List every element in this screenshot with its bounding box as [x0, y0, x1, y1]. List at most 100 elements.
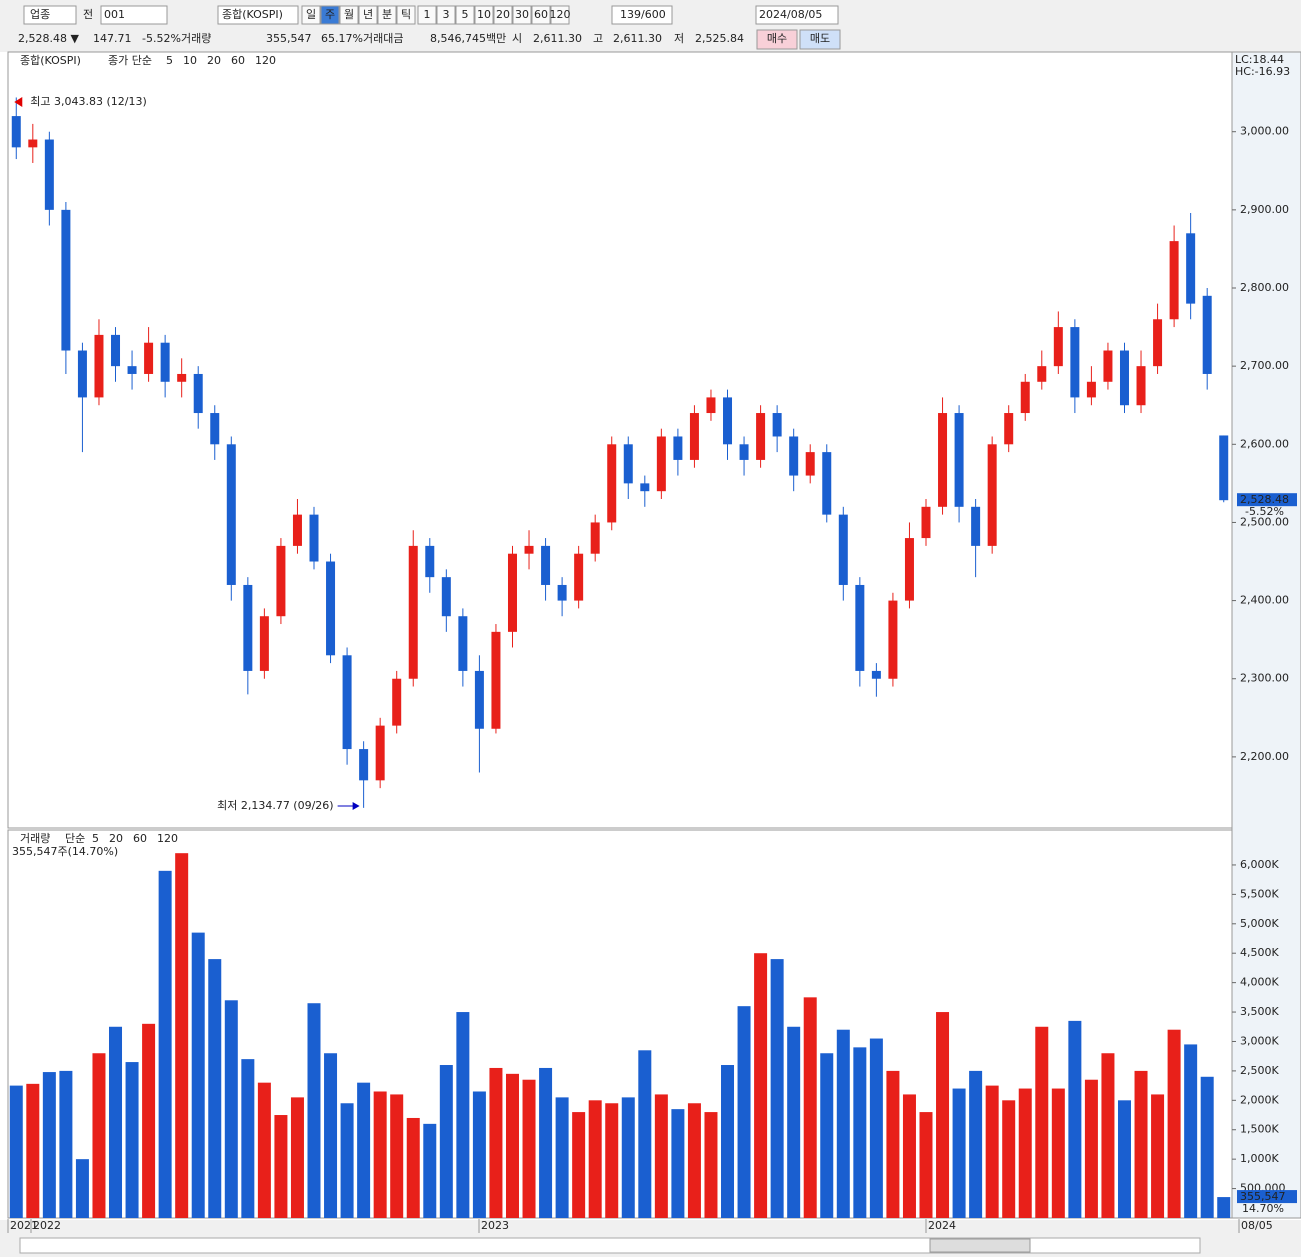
- scroll-buttons[interactable]: [929, 1238, 1031, 1253]
- volume-bar: [125, 1062, 139, 1218]
- y-tick-label: 2,600.00: [1240, 437, 1289, 450]
- volume-bar: [472, 1091, 486, 1218]
- interval[interactable]: 30: [515, 8, 529, 21]
- candle-body: [458, 616, 468, 671]
- period-button[interactable]: [339, 5, 359, 25]
- volume-bar: [902, 1094, 916, 1218]
- x-label: 2024: [928, 1219, 956, 1232]
- date[interactable]: 2024/08/05: [759, 8, 822, 21]
- ma-period: 60: [231, 54, 245, 67]
- period-button[interactable]: [396, 5, 416, 25]
- interval[interactable]: 5: [462, 8, 469, 21]
- candle-body: [541, 545, 551, 585]
- period-button[interactable]: [377, 5, 397, 25]
- period[interactable]: 주: [325, 8, 335, 21]
- volume-bar: [1217, 1197, 1231, 1218]
- candle-body: [689, 413, 699, 460]
- candle-body: [557, 584, 567, 601]
- quote-open: 2,611.30: [533, 32, 582, 45]
- candle-body: [706, 397, 716, 414]
- y-tick-label: 2,900.00: [1240, 203, 1289, 216]
- axis-area: [1231, 51, 1301, 1219]
- volume-bar: [1018, 1088, 1032, 1218]
- volume-bar: [588, 1100, 602, 1218]
- sell[interactable]: 매도: [810, 32, 830, 45]
- interval-button[interactable]: [417, 5, 437, 25]
- period-button[interactable]: [320, 5, 340, 25]
- candle-body: [259, 616, 269, 671]
- interval-button[interactable]: [493, 5, 513, 25]
- buy-button[interactable]: [756, 29, 798, 50]
- candle-body: [1202, 295, 1212, 374]
- candle-body: [144, 342, 154, 374]
- candle-body: [359, 749, 369, 781]
- volume-panel: [7, 829, 1233, 1219]
- interval-button[interactable]: [455, 5, 475, 25]
- period[interactable]: 일: [306, 7, 316, 21]
- buy[interactable]: 매수: [767, 32, 787, 45]
- volume-bar: [572, 1112, 586, 1218]
- candle-body: [44, 139, 54, 210]
- interval-button[interactable]: [550, 5, 570, 25]
- volume-bar: [191, 932, 205, 1218]
- code-input[interactable]: [100, 5, 168, 25]
- candle-body: [408, 545, 418, 679]
- interval[interactable]: 10: [477, 8, 491, 21]
- candle-body: [441, 577, 451, 617]
- volume-bar: [241, 1059, 255, 1218]
- volume-bar: [687, 1103, 701, 1218]
- interval-button[interactable]: [474, 5, 494, 25]
- sell-button[interactable]: [799, 29, 841, 50]
- quote-change: 147.71: [93, 32, 132, 45]
- candle-body: [77, 350, 87, 398]
- period[interactable]: 분: [382, 8, 392, 21]
- period-button[interactable]: [358, 5, 378, 25]
- interval[interactable]: 60: [534, 8, 548, 21]
- volume-bar: [1101, 1053, 1115, 1218]
- interval-button[interactable]: [531, 5, 551, 25]
- candle-body: [971, 506, 981, 546]
- last-volume: 355,547: [1240, 1190, 1286, 1203]
- period[interactable]: 틱: [401, 8, 411, 21]
- volume-bar: [522, 1079, 536, 1218]
- volume-bar: [406, 1117, 420, 1218]
- y-tick-label: 2,500.00: [1240, 515, 1289, 528]
- volume-bar: [324, 1053, 338, 1218]
- interval[interactable]: 3: [443, 8, 450, 21]
- volume-bar: [505, 1073, 519, 1218]
- interval-button[interactable]: [436, 5, 456, 25]
- volume-bar: [175, 853, 189, 1218]
- volume-bar: [1035, 1026, 1049, 1218]
- quote-open-label: 시: [512, 32, 522, 45]
- volume-bar: [9, 1085, 23, 1218]
- ma-period: 120: [255, 54, 276, 67]
- interval-button[interactable]: [512, 5, 532, 25]
- period[interactable]: 년: [363, 8, 373, 21]
- interval[interactable]: 1: [424, 8, 431, 21]
- interval[interactable]: 120: [550, 8, 571, 21]
- quote-high-label: 고: [593, 32, 603, 45]
- volume-bar: [853, 1047, 867, 1218]
- scrollbar[interactable]: [19, 1237, 1201, 1254]
- code[interactable]: 001: [104, 8, 125, 21]
- date-field[interactable]: [755, 5, 839, 25]
- quote-rate: -5.52%: [142, 32, 181, 45]
- interval[interactable]: 20: [496, 8, 510, 21]
- candle-body: [623, 444, 633, 484]
- index-name: 종합(KOSPI): [222, 8, 283, 21]
- volume-bar: [836, 1029, 850, 1218]
- quote-amount: 8,546,745백만: [430, 32, 506, 45]
- candle-body: [1219, 435, 1229, 501]
- volume-bar: [969, 1070, 983, 1218]
- y-tick-label: 2,300.00: [1240, 672, 1289, 685]
- ma-period: 20: [109, 832, 123, 845]
- market[interactable]: 업종: [30, 8, 50, 21]
- period[interactable]: 월: [344, 8, 354, 21]
- market-select[interactable]: [23, 5, 77, 25]
- last-price: 2,528.48: [1240, 493, 1289, 506]
- period-button[interactable]: [301, 5, 321, 25]
- candle-body: [392, 678, 402, 726]
- volume-bar: [1084, 1079, 1098, 1218]
- candle-body: [1070, 327, 1080, 398]
- volume-bar: [274, 1115, 288, 1218]
